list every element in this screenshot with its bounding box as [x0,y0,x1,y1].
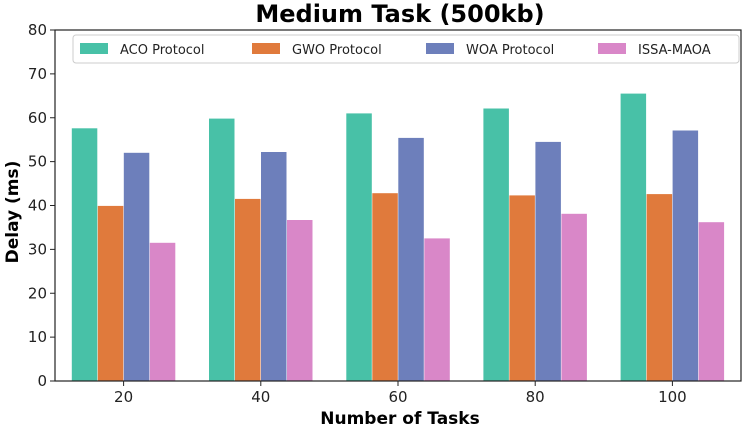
bar [71,128,98,381]
x-tick-label: 80 [526,388,545,406]
bar [235,198,261,381]
y-tick-label: 40 [28,197,47,215]
bars-group [71,93,725,382]
legend-swatch [80,43,108,54]
legend-swatch [426,43,454,54]
y-tick-label: 30 [28,240,47,258]
bar [97,205,124,381]
bar [261,152,287,381]
bar [672,130,699,381]
y-tick-label: 70 [28,65,47,83]
y-axis-label: Delay (ms) [3,161,23,264]
bar [483,108,509,381]
legend-swatch [252,43,280,54]
bar [424,238,450,381]
bar [287,220,313,381]
bar [149,242,176,381]
y-tick-label: 50 [28,153,47,171]
bar [372,193,398,381]
x-axis-ticks: 20 40 60 80 100 [114,381,687,406]
y-tick-label: 0 [37,372,47,390]
bar [509,195,535,381]
x-tick-label: 100 [658,388,687,406]
bar [123,152,150,381]
bar [698,222,725,381]
chart-title: Medium Task (500kb) [255,0,544,28]
y-tick-label: 10 [28,328,47,346]
y-axis-ticks: 0 10 20 30 40 50 60 70 80 [28,21,55,390]
legend: ACO Protocol GWO Protocol WOA Protocol ISSA… [72,34,740,64]
y-tick-label: 20 [28,284,47,302]
x-tick-label: 20 [114,388,133,406]
legend-label: ISSA-MAOA [638,43,711,58]
x-tick-label: 60 [388,388,407,406]
bar [209,118,235,381]
bar [646,194,673,381]
legend-label: WOA Protocol [466,43,554,58]
y-tick-label: 80 [28,21,47,39]
y-tick-label: 60 [28,109,47,127]
bar [346,113,372,382]
legend-label: GWO Protocol [292,43,382,58]
bar [398,137,424,381]
bar [535,141,561,381]
x-axis-label: Number of Tasks [320,409,479,427]
x-tick-label: 40 [251,388,270,406]
bar [620,93,647,381]
legend-swatch [598,43,626,54]
legend-label: ACO Protocol [120,43,205,58]
bar [561,213,587,381]
legend-frame [72,34,740,64]
